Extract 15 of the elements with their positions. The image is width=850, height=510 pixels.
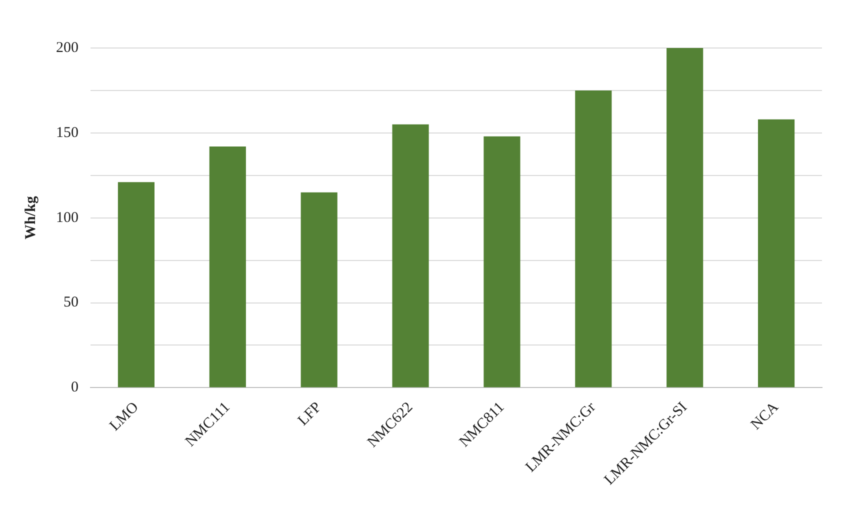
y-tick-label: 150: [56, 124, 78, 141]
bar: [758, 119, 795, 388]
bar: [118, 182, 155, 388]
y-tick-label: 0: [71, 380, 78, 396]
bar: [666, 48, 704, 388]
bar: [392, 124, 429, 388]
bar: [300, 192, 338, 388]
bar: [484, 136, 520, 388]
bar: [575, 90, 612, 388]
y-axis-title: Wh/kg: [22, 196, 39, 240]
y-tick-label: 200: [56, 40, 78, 56]
y-tick-label: 100: [56, 210, 78, 226]
bar: [209, 146, 246, 388]
x-tick-label: LFP: [295, 399, 325, 429]
y-tick-label: 50: [64, 294, 78, 311]
